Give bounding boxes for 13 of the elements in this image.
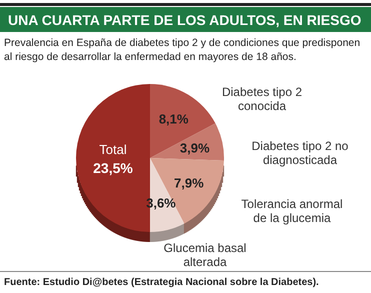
data-label: 3,9%: [180, 140, 210, 156]
chart-title: UNA CUARTA PARTE DE LOS ADULTOS, EN RIESGO: [8, 12, 362, 28]
slice-label: Total: [99, 142, 127, 157]
slice-label: Diabetes tipo 2 no diagnosticada: [252, 139, 349, 167]
chart-subtitle: Prevalencia en España de diabetes tipo 2 y de condiciones que predisponen al riesgo de desarrollar la enfermedad en mayores de 18 años.: [4, 37, 360, 63]
data-label: 8,1%: [158, 112, 189, 127]
data-label: 23,5%: [93, 160, 134, 176]
pie-slice: [150, 84, 216, 158]
slice-label: Glucemia basal alterada: [164, 241, 246, 269]
source-note: Fuente: Estudio Di@betes (Estrategia Nacional sobre la Diabetes).: [4, 277, 320, 288]
slice-label: Tolerancia anormal de la glucemia: [241, 197, 343, 225]
slice-label: Diabetes tipo 2 conocida: [222, 85, 302, 113]
data-label: 7,9%: [174, 175, 204, 190]
